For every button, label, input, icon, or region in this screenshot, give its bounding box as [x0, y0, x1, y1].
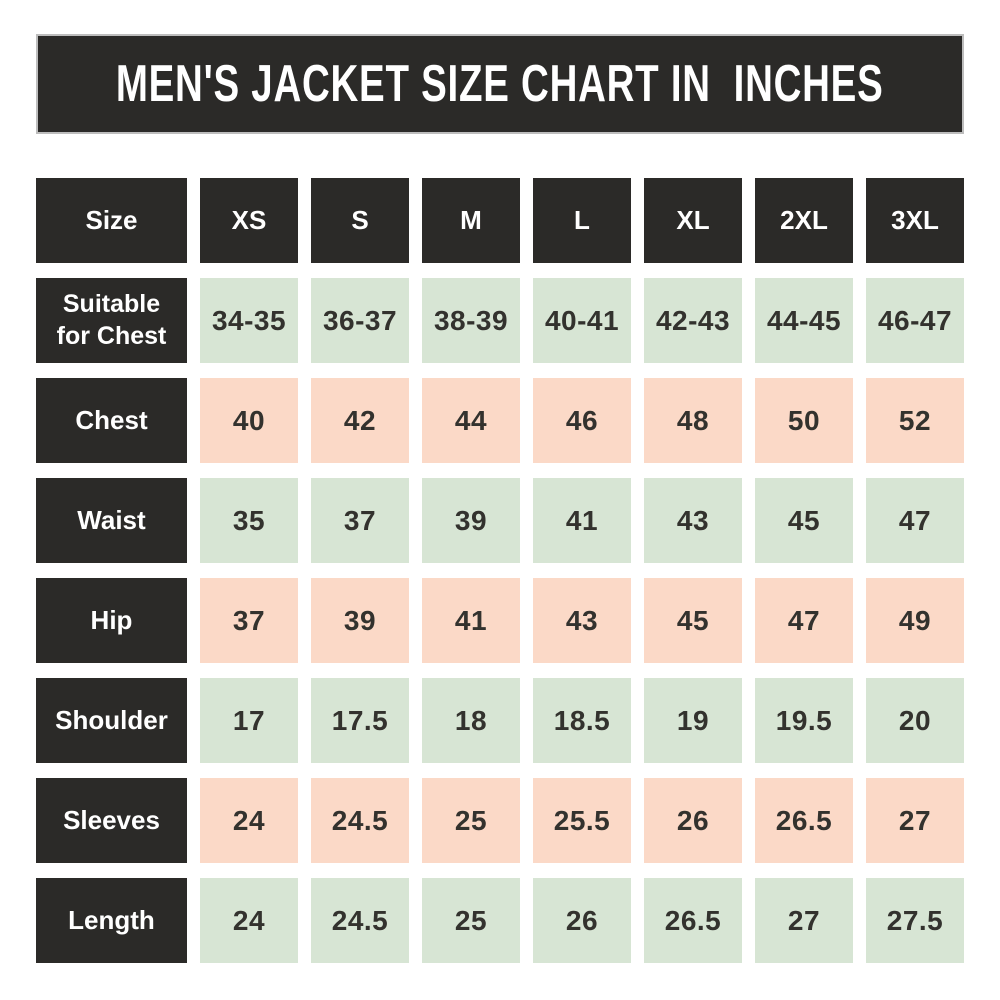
value-cell: 24 [200, 878, 298, 963]
value-cell: 36-37 [311, 278, 409, 363]
value-cell: 20 [866, 678, 964, 763]
value-cell: 27 [866, 778, 964, 863]
value-cell: 43 [644, 478, 742, 563]
value-cell: 34-35 [200, 278, 298, 363]
value-cell: 26 [644, 778, 742, 863]
value-cell: 37 [200, 578, 298, 663]
value-cell: 18.5 [533, 678, 631, 763]
value-cell: 25.5 [533, 778, 631, 863]
row-label-sleeves: Sleeves [36, 778, 187, 863]
row-label-shoulder: Shoulder [36, 678, 187, 763]
value-cell: 24 [200, 778, 298, 863]
value-cell: 24.5 [311, 878, 409, 963]
value-cell: 19 [644, 678, 742, 763]
value-cell: 40-41 [533, 278, 631, 363]
value-cell: 18 [422, 678, 520, 763]
value-cell: 26.5 [755, 778, 853, 863]
value-cell: 41 [533, 478, 631, 563]
value-cell: 24.5 [311, 778, 409, 863]
row-label-chest: Chest [36, 378, 187, 463]
value-cell: 27.5 [866, 878, 964, 963]
chart-title-banner: MEN'S JACKET SIZE CHART IN INCHES [36, 34, 964, 134]
value-cell: 44-45 [755, 278, 853, 363]
page-title: MEN'S JACKET SIZE CHART IN INCHES [116, 55, 884, 113]
value-cell: 47 [755, 578, 853, 663]
value-cell: 50 [755, 378, 853, 463]
value-cell: 41 [422, 578, 520, 663]
value-cell: 46-47 [866, 278, 964, 363]
value-cell: 52 [866, 378, 964, 463]
size-chart-table: Size XS S M L XL 2XL 3XL Suitable for Ch… [36, 178, 964, 963]
row-label-waist: Waist [36, 478, 187, 563]
header-col-m: M [422, 178, 520, 263]
header-size-label: Size [36, 178, 187, 263]
value-cell: 42-43 [644, 278, 742, 363]
value-cell: 40 [200, 378, 298, 463]
value-cell: 38-39 [422, 278, 520, 363]
value-cell: 17 [200, 678, 298, 763]
value-cell: 48 [644, 378, 742, 463]
value-cell: 44 [422, 378, 520, 463]
row-label-suitable-for-chest: Suitable for Chest [36, 278, 187, 363]
value-cell: 45 [644, 578, 742, 663]
value-cell: 49 [866, 578, 964, 663]
row-label-hip: Hip [36, 578, 187, 663]
value-cell: 46 [533, 378, 631, 463]
value-cell: 45 [755, 478, 853, 563]
value-cell: 42 [311, 378, 409, 463]
value-cell: 37 [311, 478, 409, 563]
value-cell: 39 [422, 478, 520, 563]
value-cell: 43 [533, 578, 631, 663]
header-col-xl: XL [644, 178, 742, 263]
value-cell: 47 [866, 478, 964, 563]
header-col-s: S [311, 178, 409, 263]
value-cell: 35 [200, 478, 298, 563]
value-cell: 25 [422, 878, 520, 963]
value-cell: 26 [533, 878, 631, 963]
value-cell: 39 [311, 578, 409, 663]
value-cell: 25 [422, 778, 520, 863]
header-col-2xl: 2XL [755, 178, 853, 263]
row-label-length: Length [36, 878, 187, 963]
value-cell: 26.5 [644, 878, 742, 963]
value-cell: 27 [755, 878, 853, 963]
value-cell: 19.5 [755, 678, 853, 763]
value-cell: 17.5 [311, 678, 409, 763]
header-col-xs: XS [200, 178, 298, 263]
header-col-l: L [533, 178, 631, 263]
header-col-3xl: 3XL [866, 178, 964, 263]
